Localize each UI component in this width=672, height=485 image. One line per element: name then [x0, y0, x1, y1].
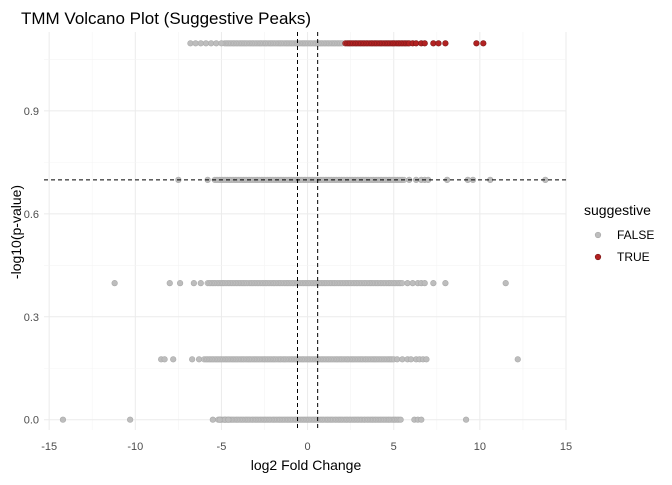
y-tick-label: 0.3	[24, 312, 39, 324]
data-point-false	[407, 356, 415, 363]
data-point-false	[170, 356, 177, 363]
x-axis-label: log2 Fold Change	[251, 457, 362, 473]
y-tick-label: 0.0	[24, 415, 39, 427]
data-point-false	[421, 280, 428, 287]
data-point-false	[502, 280, 509, 287]
grid	[44, 32, 567, 430]
data-point-true	[473, 40, 480, 47]
data-point-true	[413, 40, 420, 47]
x-tick-label: 0	[305, 441, 311, 453]
data-point-false	[197, 280, 204, 287]
data-point-false	[218, 40, 225, 47]
x-tick-label: -10	[127, 441, 143, 453]
y-tick-label: 0.9	[24, 106, 39, 118]
data-point-false	[187, 40, 194, 47]
data-point-false	[209, 416, 216, 423]
chart-title: TMM Volcano Plot (Suggestive Peaks)	[21, 9, 311, 28]
data-point-false	[404, 280, 411, 287]
data-point-false	[397, 416, 404, 423]
data-point-false	[192, 40, 199, 47]
data-point-true	[421, 40, 428, 47]
y-axis-label: -log10(p-value)	[8, 185, 24, 279]
legend: suggestive FALSE TRUE	[584, 202, 654, 264]
data-point-false	[462, 416, 470, 423]
x-tick-label: -5	[217, 441, 227, 453]
x-tick-label: 10	[474, 441, 486, 453]
x-tick-label: 15	[560, 441, 572, 453]
data-point-false	[399, 280, 406, 287]
x-tick-label: -15	[41, 441, 57, 453]
data-points	[59, 40, 549, 423]
data-point-true	[430, 40, 437, 47]
axes: -15 -10 -5 0 5 10 15 0.0 0.3 0.6 0.9	[24, 106, 572, 453]
data-point-false	[190, 280, 197, 287]
legend-label-false: FALSE	[617, 228, 654, 242]
data-point-false	[394, 356, 401, 363]
data-point-true	[480, 40, 487, 47]
data-point-false	[418, 416, 425, 423]
data-point-false	[423, 356, 430, 363]
y-tick-label: 0.6	[24, 209, 39, 221]
legend-title: suggestive	[584, 202, 651, 218]
data-point-true	[442, 40, 449, 47]
reference-lines	[44, 32, 566, 430]
data-point-false	[213, 40, 220, 47]
legend-key-false	[594, 231, 602, 239]
data-point-false	[442, 280, 449, 287]
data-point-false	[208, 40, 215, 47]
data-point-false	[59, 416, 67, 423]
data-point-false	[189, 356, 196, 363]
legend-key-true	[594, 253, 602, 261]
data-point-false	[176, 280, 184, 287]
data-point-false	[161, 356, 168, 363]
data-point-false	[409, 280, 416, 287]
data-point-false	[399, 356, 406, 363]
data-point-false	[225, 416, 232, 423]
data-point-false	[430, 280, 437, 287]
data-point-false	[514, 356, 521, 363]
legend-label-true: TRUE	[617, 250, 650, 264]
data-point-false	[216, 416, 223, 423]
data-point-false	[111, 280, 118, 287]
data-point-false	[127, 416, 134, 423]
data-point-false	[166, 280, 173, 287]
data-point-false	[202, 40, 210, 47]
x-tick-label: 5	[391, 441, 397, 453]
data-point-false	[195, 356, 203, 363]
data-point-false	[197, 40, 204, 47]
data-point-true	[435, 40, 442, 47]
